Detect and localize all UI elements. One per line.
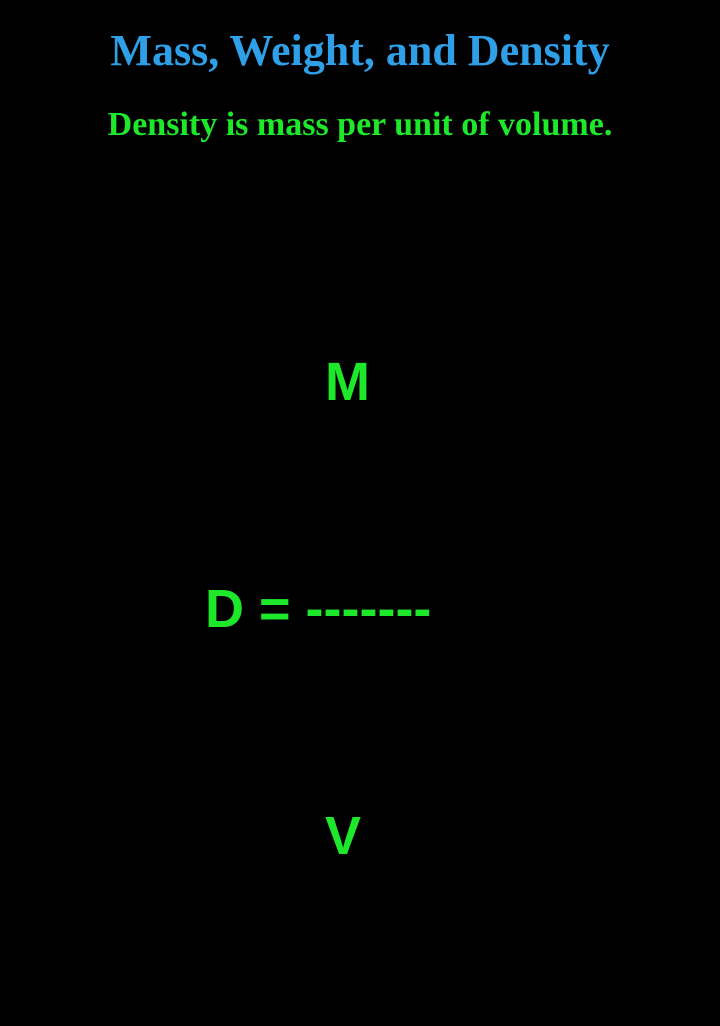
slide-title: Mass, Weight, and Density (30, 25, 690, 76)
formula-denominator: V (205, 799, 690, 875)
formula-numerator: M (205, 345, 690, 421)
formula-block: M D = ------- V (30, 194, 690, 1026)
slide-container: Mass, Weight, and Density Density is mas… (0, 0, 720, 540)
formula-equation: D = ------- (205, 572, 690, 648)
definition-text: Density is mass per unit of volume. (30, 106, 690, 144)
